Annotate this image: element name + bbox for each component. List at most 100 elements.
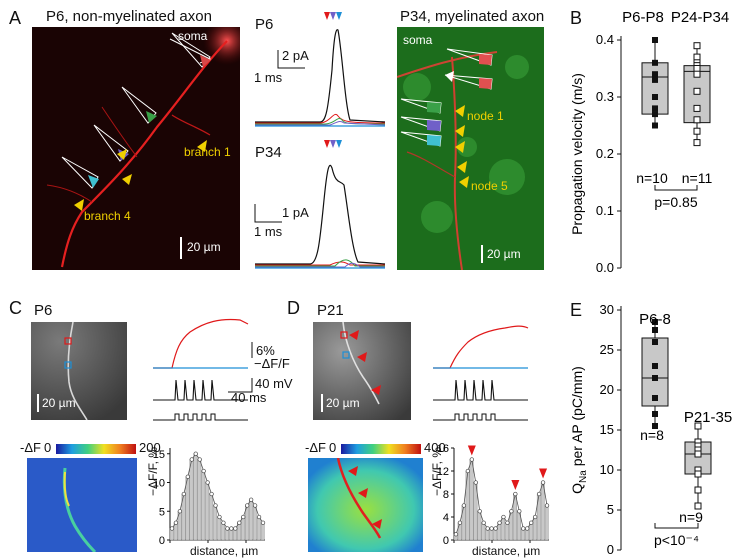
y-tick-label: 5: [607, 502, 614, 517]
hist-bar: [532, 516, 537, 541]
data-point: [652, 59, 658, 66]
data-point: [693, 70, 701, 78]
y-tick-label: 0.2: [596, 146, 614, 161]
hist-point: [473, 480, 478, 485]
y-tick-label: 20: [600, 382, 614, 397]
soma-label-right: soma: [403, 33, 433, 47]
hist-point: [185, 474, 190, 479]
data-point: [652, 105, 658, 112]
scale-label-c: 20 µm: [42, 396, 76, 410]
c-hist-xlabel: distance, µm: [190, 544, 259, 558]
hist-point: [509, 509, 514, 514]
p-value-label: p=0.85: [654, 194, 697, 210]
data-point: [693, 87, 701, 95]
hist-y-tick-label: 4: [443, 512, 449, 524]
hist-point: [169, 526, 175, 531]
panel-c-fluorescence-image: 20 µm: [31, 322, 127, 420]
y-tick-label: 0: [607, 542, 614, 555]
data-point: [652, 363, 658, 369]
hist-y-tick-label: 15: [153, 449, 165, 461]
hist-point: [248, 497, 254, 502]
hist-point: [189, 457, 194, 462]
hist-point: [457, 520, 463, 525]
panel-letter-c: C: [9, 298, 22, 318]
hist-bar: [221, 522, 226, 541]
trace-bottom-ybar: 1 pA: [282, 205, 309, 220]
c-hist-ylabel: −ΔF/F, %: [146, 446, 160, 496]
data-point: [652, 395, 658, 401]
y-tick-label: 10: [600, 462, 614, 477]
n-label: n=9: [679, 509, 703, 525]
data-point: [693, 53, 701, 61]
panel-c-age: P6: [34, 302, 53, 319]
box: [641, 337, 669, 407]
y-tick-label: 15: [600, 422, 614, 437]
hist-point: [489, 526, 494, 531]
trace-top-xbar: 1 ms: [254, 70, 283, 85]
scale-bar-c: [37, 394, 39, 412]
n-label: n=11: [682, 170, 713, 186]
category-label: P6-P8: [622, 9, 664, 26]
data-point: [652, 37, 658, 43]
d-cmap-max: 400: [424, 440, 446, 455]
p34-axon-drawing: [397, 27, 544, 270]
c-cmap-max: 200: [139, 440, 161, 455]
node5-label: node 5: [471, 179, 508, 193]
hist-point: [453, 532, 459, 537]
hist-bar: [205, 482, 210, 541]
hist-point: [525, 526, 530, 531]
data-point: [694, 422, 702, 430]
hist-point: [245, 503, 250, 508]
hist-point: [469, 457, 474, 462]
n-label: n=10: [636, 170, 668, 186]
c-t-bar-label: 40 ms: [231, 390, 267, 405]
hist-point: [173, 520, 179, 525]
data-point: [693, 42, 701, 50]
hist-point: [225, 526, 230, 531]
c-distance-histogram: 0 5 10 15: [153, 448, 266, 547]
panel-e-boxplot: 0 5 10 15 20 25 30 QNa per AP (pC/mm) P6-8 n=8 P21…: [570, 302, 732, 555]
hist-point: [465, 468, 471, 474]
hist-point: [260, 520, 266, 525]
panel-d-age: P21: [317, 302, 344, 319]
c-cmap-label: -ΔF: [20, 440, 41, 455]
hist-bar: [457, 522, 462, 541]
data-point: [652, 122, 658, 129]
hist-y-tick-label: 0: [443, 535, 449, 547]
data-point: [652, 339, 658, 345]
data-point: [652, 327, 658, 333]
current-traces: [254, 12, 386, 269]
hist-point: [505, 520, 510, 525]
hist-bar: [544, 505, 549, 541]
d-hist-xlabel: distance, µm: [472, 544, 541, 558]
hist-point: [193, 451, 198, 456]
hist-bar: [241, 516, 245, 541]
hist-point: [256, 514, 262, 520]
hist-bar: [477, 511, 482, 541]
hist-point: [209, 491, 214, 497]
hist-point: [485, 526, 490, 531]
p-bracket: [654, 185, 698, 191]
hist-arrow: [467, 445, 476, 456]
scale-bar-left: [180, 237, 182, 259]
hist-bar: [209, 493, 214, 541]
hist-point: [513, 491, 518, 497]
data-point: [652, 76, 658, 83]
branch4-label: branch 4: [84, 209, 131, 223]
data-point: [652, 411, 658, 417]
panel-letter-d: D: [287, 298, 300, 318]
hist-point: [213, 503, 218, 508]
scale-bar-right: [481, 245, 483, 263]
hist-bar: [185, 476, 190, 541]
category-label: P21-35: [684, 409, 732, 426]
panel-c-traces: [153, 318, 253, 421]
d-cmap-min: 0: [329, 440, 337, 455]
y-tick-label: 0.1: [596, 203, 614, 218]
d-hist-ylabel: −ΔF/F, %: [430, 446, 444, 496]
hist-point: [205, 480, 210, 485]
hist-point: [241, 514, 246, 520]
c-colormap-image: [27, 458, 137, 552]
hist-bar: [505, 522, 510, 541]
c-cmap-min: 0: [44, 440, 52, 455]
hist-bar: [252, 505, 257, 541]
